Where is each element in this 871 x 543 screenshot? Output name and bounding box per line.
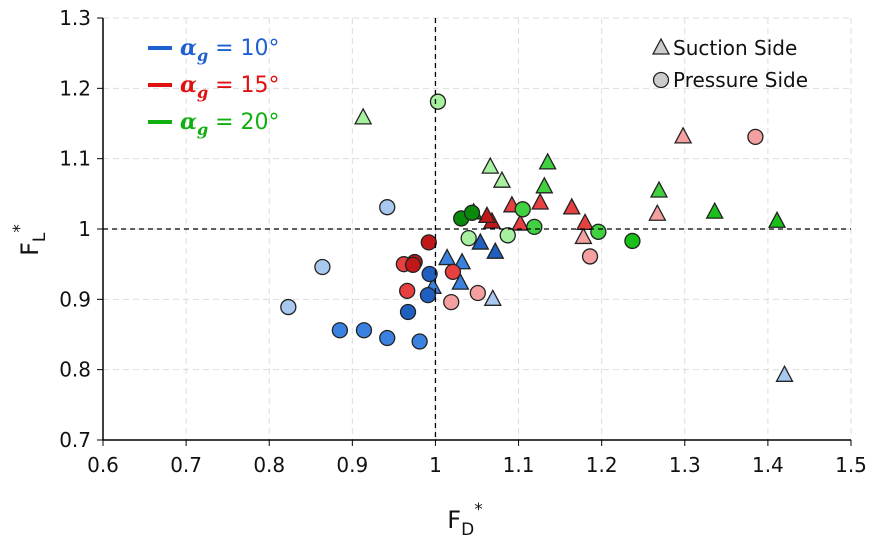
- x-tick-label: 0.6: [87, 453, 119, 477]
- pressure-point: [443, 293, 460, 311]
- legend-text: = 10°: [208, 36, 279, 61]
- pressure-point: [429, 93, 447, 110]
- points: [280, 93, 794, 382]
- x-tick-label: 1.4: [752, 453, 784, 477]
- suction-point: [437, 248, 457, 266]
- pressure-point: [590, 223, 607, 240]
- legend-label: αg = 15°: [180, 72, 280, 102]
- suction-point: [477, 205, 497, 223]
- suction-point: [492, 170, 512, 188]
- legend-circle: [652, 71, 670, 89]
- pressure-point: [526, 218, 543, 236]
- suction-point: [354, 107, 373, 125]
- pressure-point: [314, 258, 331, 276]
- x-tick-label: 0.9: [336, 453, 368, 477]
- legend-symbol: α: [180, 35, 197, 61]
- suction-point: [538, 152, 557, 170]
- pressure-point: [379, 199, 396, 216]
- suction-point: [674, 126, 693, 144]
- legend-symbol: α: [180, 109, 197, 135]
- pressure-point: [747, 128, 764, 146]
- suction-point: [531, 192, 550, 210]
- y-tick-label: 1.3: [59, 6, 91, 30]
- x-tick-label: 1.5: [835, 453, 867, 477]
- suction-point: [511, 213, 530, 231]
- pressure-point: [399, 282, 416, 300]
- pressure-point: [514, 201, 531, 218]
- legend-subscript: g: [197, 120, 208, 139]
- legend-label: αg = 20°: [180, 109, 280, 139]
- x-label-sub: D: [461, 520, 474, 540]
- suction-point: [452, 252, 472, 270]
- y-tick-label: 0.9: [59, 287, 91, 311]
- legend-triangle: [651, 37, 671, 55]
- pressure-point: [499, 227, 516, 244]
- x-axis-label: FD*: [447, 500, 482, 540]
- pressure-point: [404, 256, 422, 274]
- y-tick-label: 1.1: [59, 147, 91, 171]
- suction-point: [451, 272, 470, 290]
- pressure-point: [399, 303, 417, 321]
- y-axis-label: FL*: [10, 224, 50, 256]
- suction-point: [705, 201, 724, 219]
- pressure-point: [419, 286, 437, 304]
- y-tick-label: 1.2: [59, 76, 91, 100]
- legend-symbol: α: [180, 72, 197, 98]
- x-tick-label: 1: [429, 453, 442, 477]
- suction-point: [535, 176, 554, 194]
- legend-text: = 20°: [208, 110, 279, 135]
- legend-label: αg = 10°: [180, 35, 280, 65]
- suction-point: [471, 232, 490, 250]
- pressure-point: [469, 284, 486, 302]
- suction-point: [481, 156, 500, 174]
- suction-point: [767, 210, 787, 228]
- y-label-sub: L: [30, 232, 50, 242]
- suction-point: [649, 180, 669, 198]
- y-label-sup: *: [10, 224, 30, 233]
- suction-point: [483, 288, 502, 306]
- suction-point: [562, 197, 581, 215]
- pressure-point: [280, 298, 297, 316]
- legend-text: = 15°: [208, 73, 279, 98]
- y-tick-label: 0.8: [59, 358, 91, 382]
- x-tick-label: 1.3: [669, 453, 701, 477]
- x-tick-label: 0.7: [170, 453, 202, 477]
- x-tick-label: 0.8: [253, 453, 285, 477]
- y-tick-label: 1: [78, 217, 91, 241]
- pressure-point: [331, 322, 349, 339]
- pressure-point: [581, 248, 599, 265]
- suction-point: [486, 241, 505, 259]
- x-tick-label: 1.2: [586, 453, 618, 477]
- y-label-base: F: [16, 242, 44, 256]
- pressure-point: [379, 329, 396, 347]
- pressure-point: [463, 204, 481, 221]
- pressure-point: [420, 234, 437, 251]
- suction-point: [575, 212, 595, 231]
- suction-point: [775, 364, 794, 382]
- pressure-point: [460, 229, 477, 247]
- x-label-sup: *: [474, 500, 483, 520]
- pressure-point: [421, 265, 438, 283]
- legend-subscript: g: [197, 46, 208, 65]
- suction-point: [574, 227, 593, 245]
- suction-point: [648, 203, 667, 221]
- pressure-point: [411, 333, 428, 350]
- legend-pressure: Pressure Side: [673, 68, 808, 92]
- pressure-point: [444, 263, 462, 281]
- y-tick-label: 0.7: [59, 428, 91, 452]
- legend-suction: Suction Side: [673, 36, 797, 60]
- x-label-base: F: [447, 506, 461, 534]
- pressure-point: [355, 322, 373, 339]
- legend-subscript: g: [197, 83, 208, 102]
- pressure-point: [624, 232, 641, 250]
- x-tick-label: 1.1: [503, 453, 535, 477]
